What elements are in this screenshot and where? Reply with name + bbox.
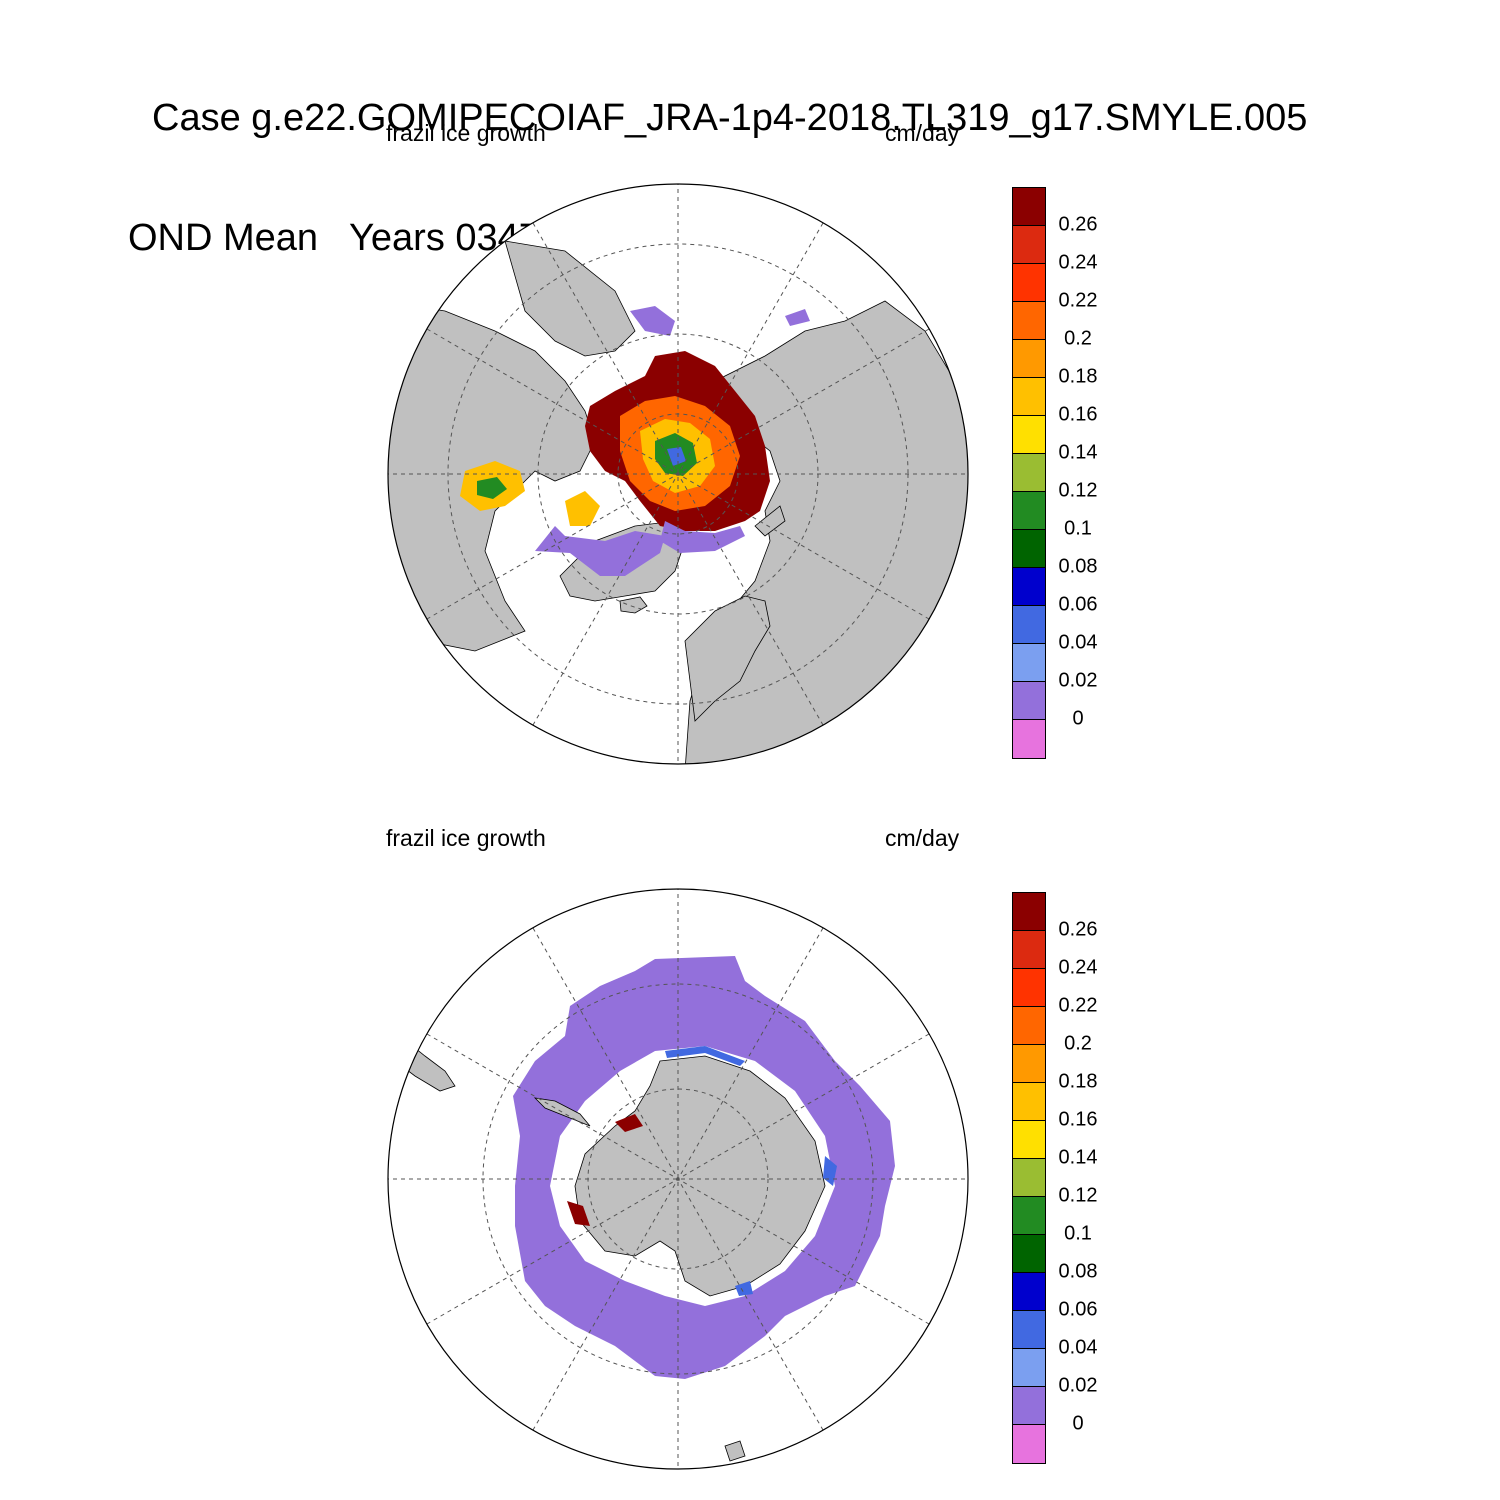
- south-colorbar-swatch: [1013, 1273, 1045, 1311]
- north-colorbar-tick-label: 0.04: [1058, 631, 1098, 654]
- south-units-label: cm/day: [885, 825, 960, 851]
- north-colorbar-swatch: [1013, 454, 1045, 492]
- north-colorbar-swatch: [1013, 530, 1045, 568]
- north-colorbar-swatch: [1013, 188, 1045, 226]
- south-polar-map: [387, 888, 969, 1470]
- north-colorbar-swatch: [1013, 378, 1045, 416]
- south-colorbar-tick-label: 0.24: [1058, 956, 1098, 979]
- south-colorbar-tick-label: 0.04: [1058, 1336, 1098, 1359]
- south-colorbar-tick-label: 0.16: [1058, 1108, 1098, 1131]
- north-colorbar-swatch: [1013, 644, 1045, 682]
- south-colorbar-swatch: [1013, 1083, 1045, 1121]
- north-colorbar-swatch: [1013, 606, 1045, 644]
- north-units-label: cm/day: [885, 120, 960, 146]
- south-colorbar-swatch: [1013, 1007, 1045, 1045]
- south-colorbar-swatch: [1013, 1235, 1045, 1273]
- south-colorbar-swatch: [1013, 1197, 1045, 1235]
- north-colorbar-swatch: [1013, 416, 1045, 454]
- north-graticule: [388, 184, 968, 764]
- north-colorbar-swatch: [1013, 340, 1045, 378]
- north-colorbar-tick-label: 0.26: [1058, 213, 1098, 236]
- title-line-1: Case g.e22.GOMIPECOIAF_JRA-1p4-2018.TL31…: [152, 97, 1308, 139]
- north-colorbar-tick-label: 0.16: [1058, 403, 1098, 426]
- north-land: [388, 240, 968, 764]
- north-colorbar-tick-label: 0.24: [1058, 251, 1098, 274]
- north-colorbar: [1012, 187, 1046, 759]
- north-colorbar-tick-label: 0: [1072, 707, 1084, 730]
- south-colorbar-swatch: [1013, 1387, 1045, 1425]
- north-colorbar-tick-label: 0.06: [1058, 593, 1098, 616]
- south-colorbar-tick-label: 0.26: [1058, 918, 1098, 941]
- south-colorbar-swatch: [1013, 1159, 1045, 1197]
- north-colorbar-tick-label: 0.18: [1058, 365, 1098, 388]
- south-colorbar-swatch: [1013, 1311, 1045, 1349]
- south-colorbar-swatch: [1013, 969, 1045, 1007]
- north-colorbar-swatch: [1013, 302, 1045, 340]
- south-colorbar-swatch: [1013, 1045, 1045, 1083]
- north-colorbar-swatch: [1013, 720, 1045, 758]
- north-colorbar-tick-label: 0.22: [1058, 289, 1098, 312]
- north-colorbar-tick-label: 0.2: [1064, 327, 1092, 350]
- south-colorbar-tick-label: 0.1: [1064, 1222, 1092, 1245]
- south-colorbar-swatch: [1013, 1121, 1045, 1159]
- south-colorbar-tick-label: 0.22: [1058, 994, 1098, 1017]
- north-colorbar-swatch: [1013, 264, 1045, 302]
- south-colorbar-tick-label: 0: [1072, 1412, 1084, 1435]
- south-colorbar-tick-label: 0.2: [1064, 1032, 1092, 1055]
- north-polar-map: [387, 183, 969, 765]
- south-colorbar-swatch: [1013, 893, 1045, 931]
- south-colorbar-tick-label: 0.18: [1058, 1070, 1098, 1093]
- north-colorbar-swatch: [1013, 492, 1045, 530]
- south-colorbar: [1012, 892, 1046, 1464]
- south-colorbar-swatch: [1013, 931, 1045, 969]
- north-colorbar-swatch: [1013, 226, 1045, 264]
- south-colorbar-swatch: [1013, 1425, 1045, 1463]
- south-colorbar-swatch: [1013, 1349, 1045, 1387]
- south-colorbar-tick-label: 0.08: [1058, 1260, 1098, 1283]
- south-colorbar-tick-label: 0.14: [1058, 1146, 1098, 1169]
- south-graticule: [388, 889, 968, 1469]
- north-colorbar-swatch: [1013, 568, 1045, 606]
- north-colorbar-swatch: [1013, 682, 1045, 720]
- south-variable-label: frazil ice growth: [386, 825, 546, 851]
- north-colorbar-tick-label: 0.1: [1064, 517, 1092, 540]
- north-colorbar-tick-label: 0.14: [1058, 441, 1098, 464]
- south-colorbar-tick-label: 0.02: [1058, 1374, 1098, 1397]
- north-colorbar-tick-label: 0.08: [1058, 555, 1098, 578]
- north-colorbar-tick-label: 0.02: [1058, 669, 1098, 692]
- north-variable-label: frazil ice growth: [386, 120, 546, 146]
- south-colorbar-tick-label: 0.12: [1058, 1184, 1098, 1207]
- south-colorbar-tick-label: 0.06: [1058, 1298, 1098, 1321]
- north-colorbar-tick-label: 0.12: [1058, 479, 1098, 502]
